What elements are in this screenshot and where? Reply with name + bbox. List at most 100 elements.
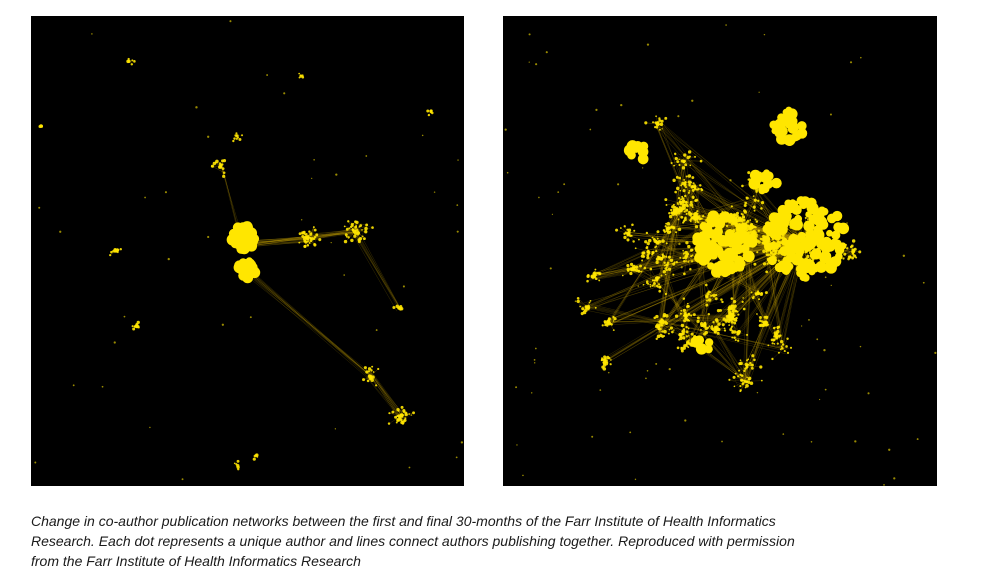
- coauthor-edge: [607, 319, 735, 323]
- author-node: [682, 203, 686, 207]
- coauthor-edge: [733, 377, 741, 392]
- coauthor-edge: [660, 213, 677, 258]
- author-node: [664, 321, 669, 326]
- coauthor-edge: [742, 374, 748, 378]
- author-node: [736, 310, 739, 313]
- author-node: [771, 342, 774, 345]
- author-node: [752, 229, 756, 233]
- author-node: [687, 261, 690, 263]
- author-node: [608, 318, 611, 321]
- coauthor-edge: [607, 251, 777, 322]
- coauthor-edge: [308, 231, 357, 239]
- author-node: [646, 256, 650, 260]
- coauthor-edge: [245, 270, 372, 378]
- author-node: [679, 209, 683, 213]
- coauthor-edge: [660, 214, 737, 328]
- coauthor-edge: [714, 332, 742, 383]
- author-node: [298, 241, 301, 244]
- network-graph-final-30-months: [503, 16, 937, 486]
- author-node: [388, 412, 391, 415]
- author-node: [716, 331, 720, 335]
- author-node: [651, 284, 654, 287]
- author-node: [752, 205, 756, 209]
- coauthor-edge: [656, 281, 746, 383]
- author-node: [733, 336, 736, 339]
- coauthor-edge: [659, 331, 665, 337]
- author-node: [764, 291, 768, 295]
- author-node: [672, 178, 676, 182]
- author-node: [658, 289, 662, 293]
- coauthor-edge: [591, 249, 646, 276]
- author-node: [682, 252, 685, 255]
- author-node: [606, 324, 609, 327]
- author-node: [364, 230, 368, 234]
- coauthor-edge: [655, 241, 760, 293]
- author-node: [623, 235, 627, 240]
- author-node: [638, 238, 640, 241]
- author-node: [714, 297, 718, 301]
- author-node: [38, 206, 41, 209]
- author-node: [728, 324, 731, 326]
- coauthor-edge: [659, 161, 686, 334]
- author-node: [757, 229, 761, 233]
- author-node: [330, 241, 332, 244]
- author-node: [606, 322, 609, 325]
- coauthor-edge: [657, 283, 744, 381]
- author-node: [640, 270, 643, 273]
- coauthor-edge: [355, 227, 373, 232]
- coauthor-edge: [352, 229, 401, 309]
- author-node: [631, 223, 634, 227]
- author-node: [780, 345, 783, 348]
- coauthor-edge: [660, 211, 675, 258]
- author-node: [412, 411, 415, 415]
- author-node: [601, 357, 604, 360]
- author-node: [255, 453, 259, 457]
- coauthor-edge: [308, 230, 353, 240]
- author-node: [681, 166, 686, 170]
- author-node: [682, 308, 687, 313]
- author-node: [656, 255, 660, 259]
- author-node: [731, 307, 736, 311]
- author-node: [751, 354, 755, 358]
- author-node: [712, 294, 716, 298]
- author-node: [663, 261, 666, 265]
- coauthor-edge: [310, 231, 354, 240]
- coauthor-edge: [635, 266, 656, 280]
- author-node: [693, 184, 697, 187]
- author-node: [687, 305, 690, 308]
- author-node: [746, 359, 748, 362]
- node-layer: [34, 20, 464, 481]
- author-node: [246, 239, 255, 247]
- author-node: [221, 167, 225, 171]
- author-node: [705, 295, 709, 299]
- author-node: [756, 251, 759, 254]
- author-node: [298, 232, 302, 236]
- author-node: [669, 231, 672, 234]
- author-node: [644, 240, 648, 244]
- coauthor-edge: [659, 255, 688, 342]
- coauthor-edge: [245, 270, 370, 377]
- author-node: [731, 336, 734, 339]
- coauthor-edge: [677, 188, 683, 204]
- author-node: [684, 311, 687, 314]
- author-node: [589, 299, 592, 302]
- author-node: [700, 217, 703, 220]
- author-node: [344, 233, 348, 237]
- author-node: [789, 346, 793, 349]
- author-node: [641, 259, 644, 262]
- coauthor-edge: [656, 123, 743, 222]
- coauthor-edge: [646, 247, 653, 255]
- author-node: [671, 205, 675, 209]
- author-node: [711, 325, 713, 327]
- author-node: [676, 186, 680, 191]
- coauthor-edge: [704, 319, 717, 326]
- author-node: [600, 358, 603, 361]
- author-node: [679, 206, 681, 209]
- author-node: [629, 271, 633, 276]
- author-node: [675, 175, 679, 179]
- author-node: [651, 251, 655, 255]
- author-node: [634, 247, 637, 250]
- author-node: [804, 251, 807, 254]
- author-node: [750, 224, 755, 229]
- author-node: [601, 324, 604, 327]
